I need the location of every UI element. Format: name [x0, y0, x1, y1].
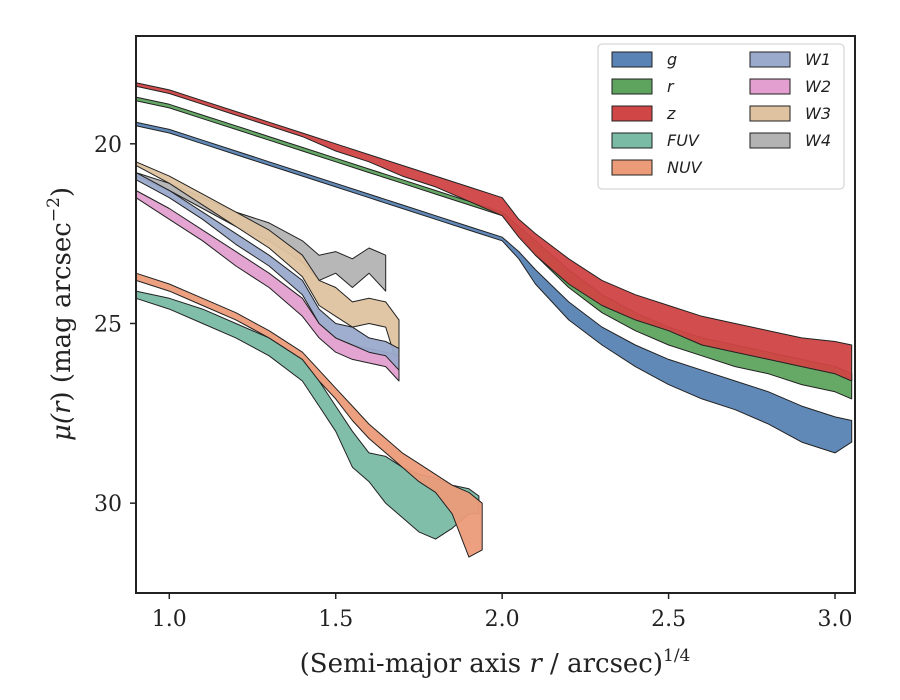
- plot-frame: [135, 35, 856, 594]
- legend-label-fuv: FUV: [667, 131, 700, 150]
- band-w2: [135, 190, 400, 382]
- legend-label-w2: W2: [805, 77, 831, 96]
- band-z: [135, 82, 853, 382]
- legend-label-w3: W3: [805, 104, 831, 123]
- legend-label-g: g: [667, 50, 677, 69]
- y-label-exp: −2: [44, 197, 64, 222]
- x-tick-label: 3.0: [818, 607, 853, 632]
- legend-swatch-fuv: [611, 132, 653, 149]
- x-label-main: (Semi-major axis: [300, 649, 530, 679]
- y-label-main: μ(: [47, 413, 77, 441]
- legend-label-w4: W4: [805, 131, 831, 150]
- legend-swatch-w4: [749, 132, 791, 149]
- legend: grz FUV NUV W1 W2 W3 W4: [597, 43, 845, 190]
- legend-label-z: z: [666, 104, 676, 123]
- legend-swatch-w3: [749, 105, 791, 122]
- legend-swatch-r: [611, 78, 653, 95]
- x-tick-label: 1.5: [318, 607, 353, 632]
- x-tick-label: 1.0: [152, 607, 187, 632]
- y-tick-label: 25: [94, 312, 122, 337]
- legend-swatch-w2: [749, 78, 791, 95]
- x-axis-label: (Semi-major axis r / arcsec)1/4: [300, 646, 691, 679]
- x-label-exp: 1/4: [663, 646, 690, 666]
- y-axis-ticks: 20 25 30: [94, 133, 136, 517]
- y-label-end: ): [47, 187, 77, 197]
- band-g: [135, 121, 853, 454]
- y-tick-label: 20: [94, 133, 122, 158]
- legend-swatch-g: [611, 51, 653, 68]
- band-fuv: [135, 290, 480, 540]
- x-label-rest: / arcsec): [542, 649, 663, 679]
- band-r: [135, 96, 853, 400]
- band-w1: [135, 172, 400, 371]
- band-nuv: [135, 272, 483, 558]
- legend-swatch-nuv: [611, 159, 653, 176]
- legend-swatch-w1: [749, 51, 791, 68]
- legend-label-nuv: NUV: [667, 158, 703, 177]
- legend-label-r: r: [667, 77, 675, 96]
- y-tick-label: 30: [94, 492, 122, 517]
- y-label-var: r: [47, 400, 77, 414]
- x-tick-label: 2.0: [485, 607, 520, 632]
- legend-label-w1: W1: [805, 50, 831, 69]
- x-tick-label: 2.5: [651, 607, 686, 632]
- legend-swatch-z: [611, 105, 653, 122]
- y-label-rest: ) (mag arcsec: [47, 222, 77, 401]
- y-axis-label: μ(r) (mag arcsec−2): [44, 187, 77, 441]
- bands-layer: [135, 82, 853, 558]
- x-axis-ticks: 1.0 1.5 2.0 2.5 3.0: [152, 593, 853, 632]
- x-label-var: r: [529, 649, 543, 679]
